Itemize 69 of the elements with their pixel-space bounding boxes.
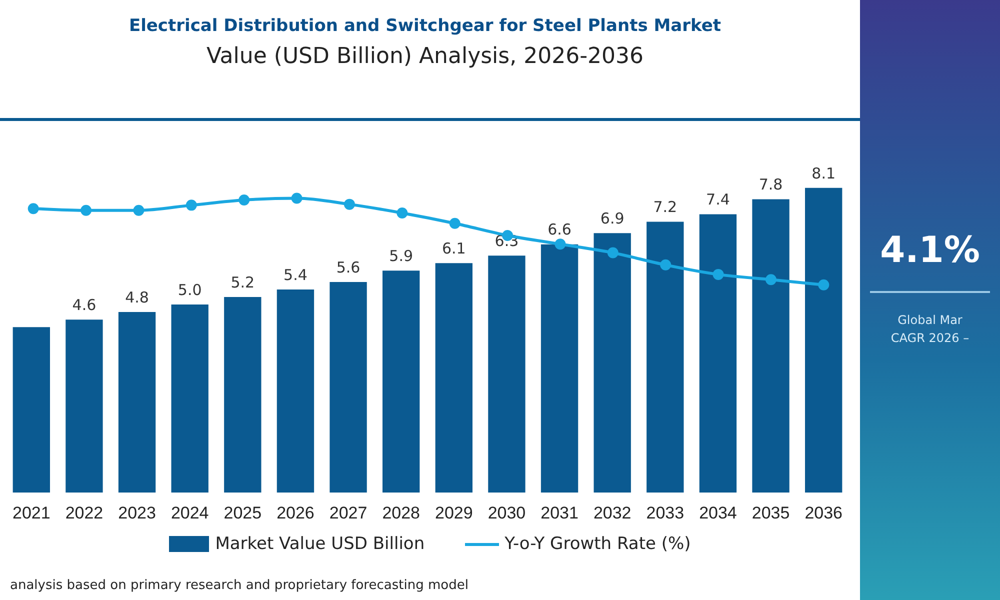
data-label: 6.9: [600, 209, 624, 228]
x-tick-label: 2021: [12, 503, 50, 522]
x-tick-label: 2035: [752, 503, 790, 522]
bar: [540, 244, 578, 493]
x-tick-label: 2025: [224, 503, 262, 522]
text: CAGR 2026 –: [890, 331, 970, 345]
data-label: 5.6: [336, 258, 360, 276]
bar: [276, 289, 314, 493]
point: [80, 204, 92, 216]
data-label: 5.9: [389, 247, 414, 266]
point: [133, 204, 144, 216]
bar: [488, 256, 526, 493]
legend-label: Y-o-Y Growth Rate (%): [504, 534, 691, 554]
point: [449, 218, 460, 229]
point: [765, 274, 776, 286]
data-label: 7.4: [706, 190, 730, 209]
point: [554, 238, 566, 250]
point: [712, 268, 724, 280]
x-tick-label: 2026: [276, 503, 314, 522]
bar: [699, 214, 737, 493]
data-label: 4.6: [72, 296, 96, 314]
x-tick-label: 2029: [434, 503, 473, 522]
bar: [330, 282, 367, 493]
text: Global Mar: [896, 313, 964, 327]
text: analysis based on primary research and proprietary forecasting model: [10, 578, 468, 593]
data-label: 6.1: [442, 240, 466, 258]
point: [344, 198, 355, 210]
data-label: 7.2: [653, 198, 678, 216]
point: [607, 247, 618, 258]
x-tick-label: 2032: [593, 503, 632, 522]
x-tick-label: 2028: [382, 503, 420, 522]
point: [818, 279, 830, 290]
point: [660, 259, 672, 270]
legend-label: Market Value USD Billion: [215, 534, 425, 554]
bar: [805, 188, 842, 493]
x-tick-label: 2036: [804, 503, 843, 522]
x-tick-label: 2030: [488, 503, 526, 522]
x-tick-label: 2031: [540, 503, 578, 522]
x-tick-label: 2024: [170, 503, 209, 522]
bar: [435, 263, 472, 493]
bar: [646, 222, 684, 493]
bar: [171, 304, 208, 493]
x-tick-label: 2022: [65, 503, 104, 522]
bar: [118, 312, 156, 493]
bar: [224, 297, 262, 493]
data-label: 5.4: [284, 266, 308, 284]
x-tick-label: 2027: [329, 503, 368, 522]
data-label: 8.1: [812, 164, 836, 182]
x-tick-label: 2034: [699, 503, 737, 522]
point: [186, 200, 197, 211]
bar: [12, 327, 50, 493]
point: [238, 194, 250, 206]
bar: [382, 270, 420, 493]
point: [291, 192, 302, 204]
bar: [66, 320, 103, 493]
text: 4.1%: [879, 230, 981, 271]
point: [28, 203, 39, 214]
data-label: 6.6: [548, 220, 572, 239]
bar: [594, 233, 631, 493]
data-label: 4.8: [125, 288, 149, 306]
chart-title: Electrical Distribution and Switchgear for Steel Plants Market: [128, 16, 722, 36]
data-label: 5.2: [230, 273, 255, 292]
x-tick-label: 2033: [646, 503, 684, 522]
point: [396, 207, 408, 218]
chart-subtitle: Value (USD Billion) Analysis, 2026-2036: [205, 44, 645, 69]
x-tick-label: 2023: [118, 503, 156, 522]
data-label: 7.8: [758, 176, 783, 194]
bar: [752, 199, 790, 493]
data-label: 5.0: [178, 280, 202, 299]
